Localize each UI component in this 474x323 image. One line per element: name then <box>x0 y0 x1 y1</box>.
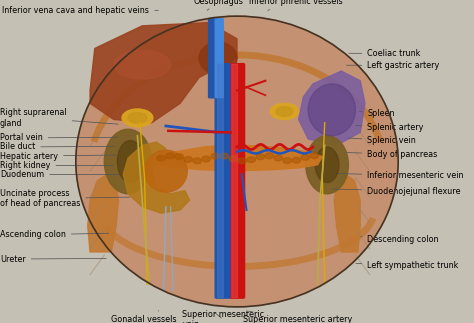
Text: Spleen: Spleen <box>359 109 395 118</box>
Text: Duodenum: Duodenum <box>0 170 120 179</box>
Ellipse shape <box>315 147 339 182</box>
Text: Portal vein: Portal vein <box>0 133 118 142</box>
Ellipse shape <box>199 42 237 74</box>
Text: Body of pancreas: Body of pancreas <box>346 150 438 159</box>
Text: Left gastric artery: Left gastric artery <box>346 61 439 70</box>
Ellipse shape <box>276 107 293 116</box>
Circle shape <box>274 155 283 161</box>
Text: Duodenojejunal flexure: Duodenojejunal flexure <box>332 187 461 196</box>
Circle shape <box>184 157 192 162</box>
Text: Uncinate process
of head of pancreas: Uncinate process of head of pancreas <box>0 189 130 208</box>
FancyBboxPatch shape <box>215 19 223 98</box>
Ellipse shape <box>104 129 152 194</box>
Text: Ureter: Ureter <box>0 255 106 264</box>
Circle shape <box>310 153 319 159</box>
Text: Inferior phrenic vessels: Inferior phrenic vessels <box>249 0 343 10</box>
Text: Superior mesenteric
vein: Superior mesenteric vein <box>182 310 264 323</box>
Polygon shape <box>90 23 237 123</box>
Circle shape <box>247 157 255 162</box>
Ellipse shape <box>122 109 153 127</box>
Text: Inferior mesenteric vein: Inferior mesenteric vein <box>335 171 464 180</box>
FancyBboxPatch shape <box>229 64 245 298</box>
Polygon shape <box>152 145 322 171</box>
Text: Left sympathetic trunk: Left sympathetic trunk <box>356 261 459 270</box>
Circle shape <box>301 154 310 160</box>
FancyBboxPatch shape <box>218 64 223 297</box>
Ellipse shape <box>114 50 171 79</box>
Text: Right kidney: Right kidney <box>0 161 113 170</box>
Circle shape <box>256 154 264 160</box>
Ellipse shape <box>145 150 187 192</box>
FancyBboxPatch shape <box>209 18 218 98</box>
Text: Bile duct: Bile duct <box>0 142 115 151</box>
Text: Inferior vena cava and hepatic veins: Inferior vena cava and hepatic veins <box>2 6 158 15</box>
Text: Descending colon: Descending colon <box>361 234 439 244</box>
FancyBboxPatch shape <box>232 64 237 297</box>
Circle shape <box>202 156 210 162</box>
Circle shape <box>283 158 292 163</box>
Text: Hepatic artery: Hepatic artery <box>0 151 116 161</box>
FancyBboxPatch shape <box>215 64 230 298</box>
Circle shape <box>193 158 201 164</box>
Circle shape <box>265 153 273 159</box>
Text: Gonadal vessels: Gonadal vessels <box>111 311 177 323</box>
Circle shape <box>157 155 165 161</box>
Circle shape <box>292 157 301 163</box>
Text: Splenic vein: Splenic vein <box>349 136 416 145</box>
Circle shape <box>220 153 228 159</box>
Polygon shape <box>299 71 365 145</box>
Circle shape <box>175 154 183 160</box>
Ellipse shape <box>128 113 147 123</box>
Text: Right suprarenal
gland: Right suprarenal gland <box>0 108 118 128</box>
Circle shape <box>211 153 219 159</box>
Text: Superior mesenteric artery: Superior mesenteric artery <box>243 311 352 323</box>
Circle shape <box>229 156 237 162</box>
Text: Splenic artery: Splenic artery <box>356 123 424 132</box>
Polygon shape <box>123 142 190 213</box>
Ellipse shape <box>270 103 299 120</box>
Circle shape <box>238 158 246 164</box>
Ellipse shape <box>306 136 348 194</box>
Circle shape <box>166 153 174 159</box>
Text: Oesophagus: Oesophagus <box>193 0 243 10</box>
Ellipse shape <box>118 141 143 182</box>
Ellipse shape <box>308 84 356 136</box>
Text: Coeliac trunk: Coeliac trunk <box>349 49 421 58</box>
Polygon shape <box>334 174 360 252</box>
Ellipse shape <box>76 16 398 307</box>
Text: Ascending colon: Ascending colon <box>0 230 109 239</box>
Polygon shape <box>88 174 118 252</box>
